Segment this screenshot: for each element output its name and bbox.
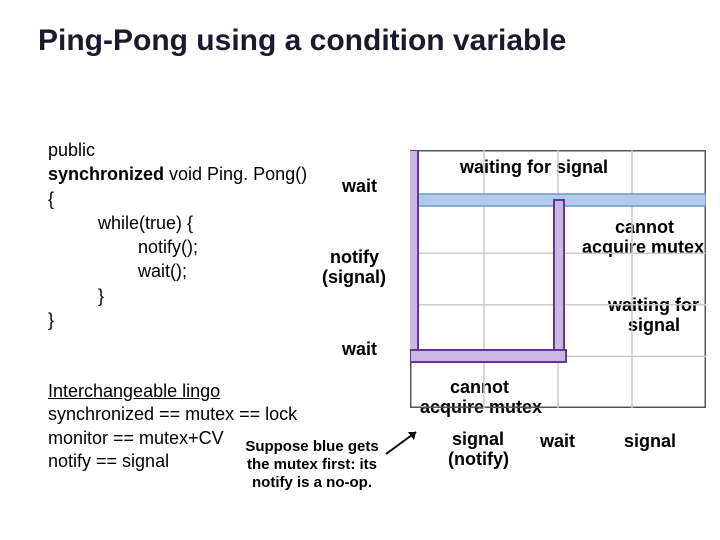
timing-grid [410, 150, 706, 408]
code-line: public [48, 138, 307, 162]
lingo-heading: Interchangeable lingo [48, 380, 297, 403]
annot-notify-bot: (notify) [448, 450, 509, 470]
annot-wait: wait [342, 177, 377, 197]
annot-signal-r: signal [624, 432, 676, 452]
code-line: } [48, 308, 307, 332]
code-line: synchronized void Ping. Pong() [48, 162, 307, 186]
annot-wait-bot: wait [540, 432, 575, 452]
suppose-note: Suppose blue gets the mutex first: its n… [232, 438, 392, 492]
annot-sig-bot: signal [452, 430, 504, 450]
code-text: void Ping. Pong() [164, 164, 307, 184]
annot-signal-sub: (signal) [322, 268, 386, 288]
code-line: } [48, 284, 307, 308]
code-line: wait(); [48, 259, 307, 283]
keyword: synchronized [48, 164, 164, 184]
code-line: { [48, 187, 307, 211]
arrow-icon [382, 426, 424, 458]
code-block: public synchronized void Ping. Pong() { … [48, 138, 307, 332]
page-title: Ping-Pong using a condition variable [38, 24, 566, 58]
annot-notify: notify [330, 248, 379, 268]
annot-wait2: wait [342, 340, 377, 360]
code-line: notify(); [48, 235, 307, 259]
code-line: while(true) { [48, 211, 307, 235]
lingo-line: synchronized == mutex == lock [48, 403, 297, 426]
